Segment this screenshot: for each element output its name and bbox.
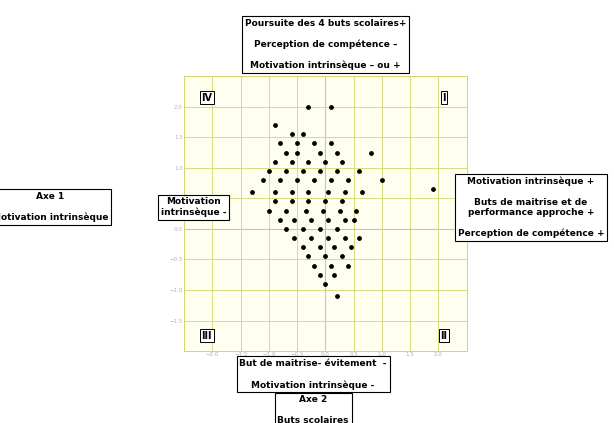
Point: [287, 158, 297, 165]
Point: [275, 216, 285, 223]
Point: [326, 177, 336, 184]
Point: [298, 244, 308, 250]
Point: [264, 168, 274, 174]
Point: [338, 198, 348, 205]
Point: [324, 216, 333, 223]
Point: [329, 271, 339, 278]
Point: [321, 158, 330, 165]
Point: [332, 293, 341, 299]
Text: IV: IV: [201, 93, 212, 102]
Point: [321, 198, 330, 205]
Point: [270, 198, 279, 205]
Point: [289, 216, 299, 223]
Point: [343, 262, 353, 269]
Point: [281, 149, 291, 156]
Point: [287, 189, 297, 195]
Point: [326, 140, 336, 147]
Point: [340, 216, 350, 223]
Point: [332, 168, 341, 174]
Point: [247, 189, 257, 195]
Text: Motivation intrinsèque +

Buts de maitrise et de
performance approche +

Percept: Motivation intrinsèque + Buts de maitris…: [458, 176, 604, 238]
Text: II: II: [440, 331, 448, 341]
Point: [303, 198, 313, 205]
Point: [343, 177, 353, 184]
Point: [275, 140, 285, 147]
Text: Motivation
intrinsèque -: Motivation intrinsèque -: [161, 197, 226, 217]
Point: [354, 168, 364, 174]
Point: [349, 216, 359, 223]
Point: [287, 131, 297, 137]
Point: [338, 253, 348, 260]
Point: [258, 177, 268, 184]
Point: [301, 207, 311, 214]
Point: [354, 235, 364, 242]
Point: [298, 168, 308, 174]
Point: [324, 189, 333, 195]
Point: [270, 189, 279, 195]
Point: [346, 244, 356, 250]
Text: I: I: [442, 93, 446, 102]
Text: Poursuite des 4 buts scolaires+

Perception de compétence –

Motivation intrinsè: Poursuite des 4 buts scolaires+ Percepti…: [244, 19, 406, 70]
Point: [309, 177, 319, 184]
Text: Axe 1

Motivation intrinsèque: Axe 1 Motivation intrinsèque: [0, 192, 109, 222]
Point: [366, 149, 376, 156]
Point: [332, 149, 341, 156]
Point: [329, 244, 339, 250]
Point: [306, 216, 316, 223]
Point: [428, 186, 438, 192]
Point: [315, 168, 325, 174]
Point: [298, 131, 308, 137]
Point: [315, 225, 325, 232]
Point: [315, 271, 325, 278]
Point: [289, 235, 299, 242]
Point: [281, 168, 291, 174]
Point: [324, 235, 333, 242]
Point: [303, 158, 313, 165]
Point: [326, 262, 336, 269]
Point: [270, 158, 279, 165]
Point: [309, 140, 319, 147]
Text: Axe 2

Buts scolaires: Axe 2 Buts scolaires: [278, 396, 349, 423]
Point: [335, 207, 344, 214]
Point: [306, 235, 316, 242]
Point: [292, 140, 302, 147]
Point: [298, 225, 308, 232]
Point: [303, 253, 313, 260]
Text: But de maitrise- évitement  -

Motivation intrinsèque -: But de maitrise- évitement - Motivation …: [239, 359, 387, 390]
Point: [326, 103, 336, 110]
Point: [321, 280, 330, 287]
Point: [321, 253, 330, 260]
Point: [377, 177, 387, 184]
Text: III: III: [201, 331, 212, 341]
Point: [315, 149, 325, 156]
Point: [287, 198, 297, 205]
Point: [264, 207, 274, 214]
Point: [281, 225, 291, 232]
Point: [281, 207, 291, 214]
Point: [292, 149, 302, 156]
Point: [340, 235, 350, 242]
Point: [357, 189, 367, 195]
Point: [275, 177, 285, 184]
Point: [338, 158, 348, 165]
Point: [317, 207, 327, 214]
Point: [309, 262, 319, 269]
Point: [315, 244, 325, 250]
Point: [340, 189, 350, 195]
Point: [292, 177, 302, 184]
Point: [303, 189, 313, 195]
Point: [270, 122, 279, 129]
Point: [303, 103, 313, 110]
Point: [332, 225, 341, 232]
Point: [352, 207, 362, 214]
